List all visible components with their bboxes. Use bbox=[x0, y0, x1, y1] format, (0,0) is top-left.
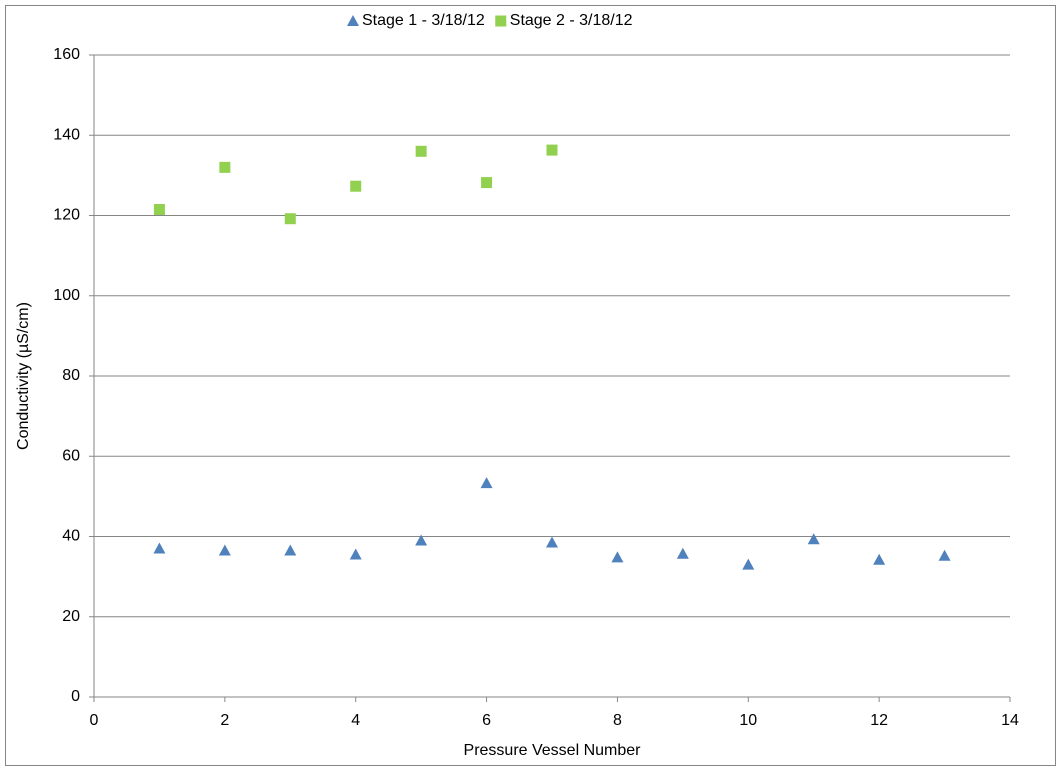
point bbox=[284, 544, 297, 556]
x-tick-label: 14 bbox=[1001, 712, 1019, 729]
point bbox=[742, 558, 755, 570]
point bbox=[481, 177, 493, 189]
y-tick-label: 120 bbox=[53, 207, 80, 224]
y-tick-label: 140 bbox=[53, 126, 80, 143]
y-axis-label: Conductivity (µS/cm) bbox=[15, 302, 32, 450]
x-tick-label: 8 bbox=[613, 712, 622, 729]
y-tick-label: 60 bbox=[62, 447, 80, 464]
legend-marker bbox=[347, 15, 359, 26]
x-tick-label: 10 bbox=[739, 712, 757, 729]
point bbox=[153, 203, 165, 215]
x-tick-label: 12 bbox=[870, 712, 888, 729]
point bbox=[546, 144, 558, 156]
point bbox=[480, 477, 493, 489]
y-tick-label: 80 bbox=[62, 367, 80, 384]
point bbox=[938, 549, 951, 561]
y-tick-label: 0 bbox=[71, 688, 80, 705]
point bbox=[218, 544, 231, 556]
chart-border bbox=[5, 5, 1056, 766]
legend-marker bbox=[495, 15, 507, 27]
point bbox=[284, 213, 296, 225]
y-tick-label: 20 bbox=[62, 608, 80, 625]
x-tick-label: 4 bbox=[351, 712, 360, 729]
point bbox=[611, 551, 624, 563]
point bbox=[349, 548, 362, 560]
x-axis-label: Pressure Vessel Number bbox=[464, 742, 642, 759]
legend-label: Stage 1 - 3/18/12 bbox=[362, 12, 485, 29]
point bbox=[873, 553, 886, 565]
point bbox=[153, 542, 166, 554]
y-tick-label: 100 bbox=[53, 287, 80, 304]
point bbox=[676, 547, 689, 559]
y-tick-label: 40 bbox=[62, 528, 80, 545]
x-tick-label: 0 bbox=[90, 712, 99, 729]
x-tick-label: 2 bbox=[220, 712, 229, 729]
point bbox=[546, 536, 558, 548]
legend-label: Stage 2 - 3/18/12 bbox=[510, 12, 633, 29]
point bbox=[807, 533, 820, 545]
point bbox=[219, 161, 231, 173]
x-tick-label: 6 bbox=[482, 712, 491, 729]
point bbox=[350, 180, 362, 192]
y-tick-label: 160 bbox=[53, 46, 80, 63]
point bbox=[415, 145, 427, 157]
point bbox=[415, 534, 428, 546]
